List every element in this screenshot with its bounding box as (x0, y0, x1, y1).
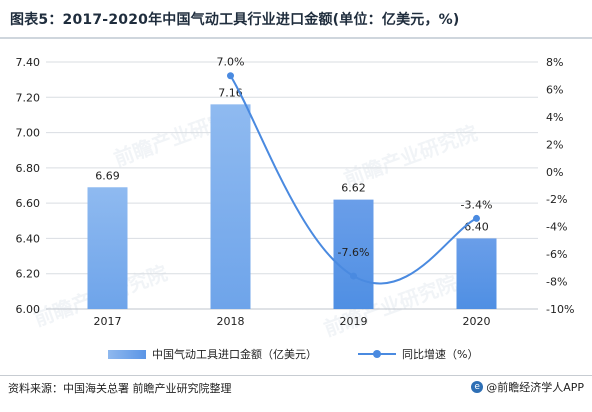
bar-2018 (210, 104, 251, 309)
growth-label-2019: -7.6% (338, 246, 370, 259)
legend-bar-label: 中国气动工具进口金额（亿美元） (152, 348, 317, 361)
legend-bar-swatch (108, 349, 146, 359)
y-right-tick: 2% (546, 138, 563, 151)
y-right-tick: 6% (546, 83, 563, 96)
y-left-tick: 7.40 (16, 56, 41, 69)
y-right-tick: 0% (546, 166, 563, 179)
x-axis: 2017 2018 2019 2020 (94, 315, 491, 328)
y-left-tick: 7.00 (16, 127, 41, 140)
y-right-tick: 8% (546, 56, 563, 69)
chart-title: 图表5：2017-2020年中国气动工具行业进口金额(单位：亿美元，%) (10, 12, 460, 28)
y-left-axis: 6.00 6.20 6.40 6.60 6.80 7.00 7.20 7.40 (16, 56, 41, 316)
x-tick-2020: 2020 (463, 315, 491, 328)
footer-rule (0, 375, 592, 376)
x-tick-2017: 2017 (94, 315, 122, 328)
bar-labels: 6.69 7.16 6.62 6.40 (95, 86, 489, 233)
x-tick-2019: 2019 (340, 315, 368, 328)
y-left-tick: 6.80 (16, 162, 41, 175)
bar-2020 (456, 238, 497, 309)
growth-point-2020 (473, 214, 480, 222)
y-right-tick: -6% (546, 248, 567, 261)
bar-2017 (87, 187, 128, 309)
y-left-tick: 6.20 (16, 268, 41, 281)
legend-line-label: 同比增速（%） (402, 348, 479, 361)
bar-2019 (333, 199, 374, 309)
chart-area: 6.69 7.16 6.62 6.40 7.0% -7.6% -3.4% 6.00 6.20… (16, 56, 575, 328)
brand: e @前瞻经济学人APP (471, 379, 584, 395)
legend-item-line: 同比增速（%） (358, 346, 478, 362)
title-divider (0, 37, 592, 39)
y-left-tick: 6.00 (16, 303, 41, 316)
bar-label-2017: 6.69 (95, 169, 120, 182)
legend-item-bar: 中国气动工具进口金额（亿美元） (108, 346, 317, 362)
y-right-axis: -10% -8% -6% -4% -2% 0% 2% 4% 6% 8% (546, 56, 574, 316)
bar-series (87, 104, 497, 309)
line-series (227, 72, 480, 285)
y-right-tick: 4% (546, 111, 563, 124)
source-note: 资料来源：中国海关总署 前瞻产业研究院整理 (8, 382, 232, 395)
legend: 中国气动工具进口金额（亿美元） 同比增速（%） (0, 346, 592, 364)
growth-label-2020: -3.4% (461, 198, 493, 211)
y-left-tick: 6.60 (16, 197, 41, 210)
y-right-tick: -4% (546, 221, 567, 234)
line-labels: 7.0% -7.6% -3.4% (217, 56, 493, 259)
x-tick-2018: 2018 (217, 315, 245, 328)
y-left-tick: 7.20 (16, 91, 41, 104)
y-left-tick: 6.40 (16, 232, 41, 245)
bar-label-2019: 6.62 (341, 182, 366, 195)
legend-line-swatch (358, 350, 396, 358)
growth-point-2019 (350, 272, 357, 280)
bar-label-2018: 7.16 (218, 86, 243, 99)
brand-label: @前瞻经济学人APP (486, 381, 584, 394)
bar-label-2020: 6.40 (464, 220, 489, 233)
brand-logo-icon: e (471, 381, 484, 393)
growth-label-2018: 7.0% (217, 56, 245, 69)
grid-lines (46, 61, 538, 310)
y-right-tick: -2% (546, 193, 567, 206)
growth-point-2018 (227, 72, 234, 80)
y-right-tick: -8% (546, 276, 567, 289)
y-right-tick: -10% (546, 303, 574, 316)
